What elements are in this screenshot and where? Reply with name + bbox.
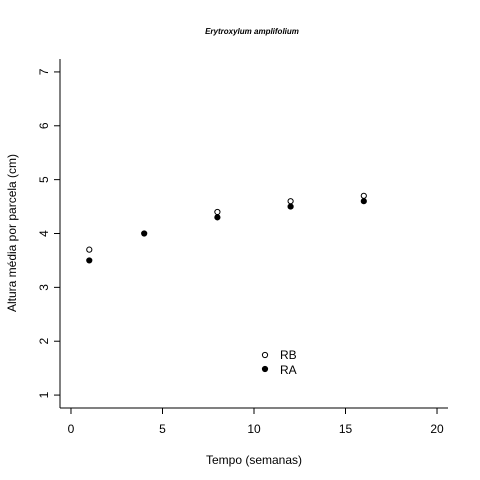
data-points bbox=[86, 192, 367, 264]
data-point-ra bbox=[86, 257, 93, 264]
data-point-rb bbox=[214, 208, 221, 216]
y-tick-label: 7 bbox=[37, 68, 51, 75]
data-point-ra bbox=[287, 203, 294, 210]
y-tick-label: 3 bbox=[37, 284, 51, 291]
y-axis-label: Altura média por parcela (cm) bbox=[5, 154, 19, 312]
data-point-ra bbox=[360, 198, 367, 205]
x-tick-label: 0 bbox=[68, 422, 75, 436]
data-point-rb bbox=[360, 192, 367, 199]
legend-label-ra: RA bbox=[280, 363, 297, 377]
y-tick-label: 4 bbox=[37, 230, 51, 237]
data-point-rb bbox=[86, 246, 93, 253]
x-axis-label: Tempo (semanas) bbox=[206, 453, 302, 467]
y-tick-label: 5 bbox=[37, 176, 51, 183]
x-tick-label: 5 bbox=[159, 422, 166, 436]
legend-marker-rb bbox=[261, 351, 269, 359]
y-tick-label: 6 bbox=[37, 122, 51, 129]
x-ticks: 0 5 10 15 20 bbox=[68, 408, 444, 436]
x-tick-label: 20 bbox=[430, 422, 444, 436]
data-point-ra bbox=[141, 230, 148, 237]
x-tick-label: 10 bbox=[247, 422, 261, 436]
legend: RB RA bbox=[261, 348, 297, 377]
chart-title: Erytroxylum amplifolium bbox=[205, 27, 299, 36]
y-tick-label: 2 bbox=[37, 338, 51, 345]
legend-label-rb: RB bbox=[280, 348, 297, 362]
x-tick-label: 15 bbox=[339, 422, 353, 436]
data-point-rb bbox=[287, 198, 294, 205]
legend-marker-ra bbox=[261, 365, 269, 373]
data-point-ra bbox=[214, 214, 221, 221]
axes bbox=[59, 59, 448, 409]
y-ticks: 1 2 3 4 5 6 7 bbox=[37, 68, 60, 398]
y-tick-label: 1 bbox=[37, 391, 51, 398]
